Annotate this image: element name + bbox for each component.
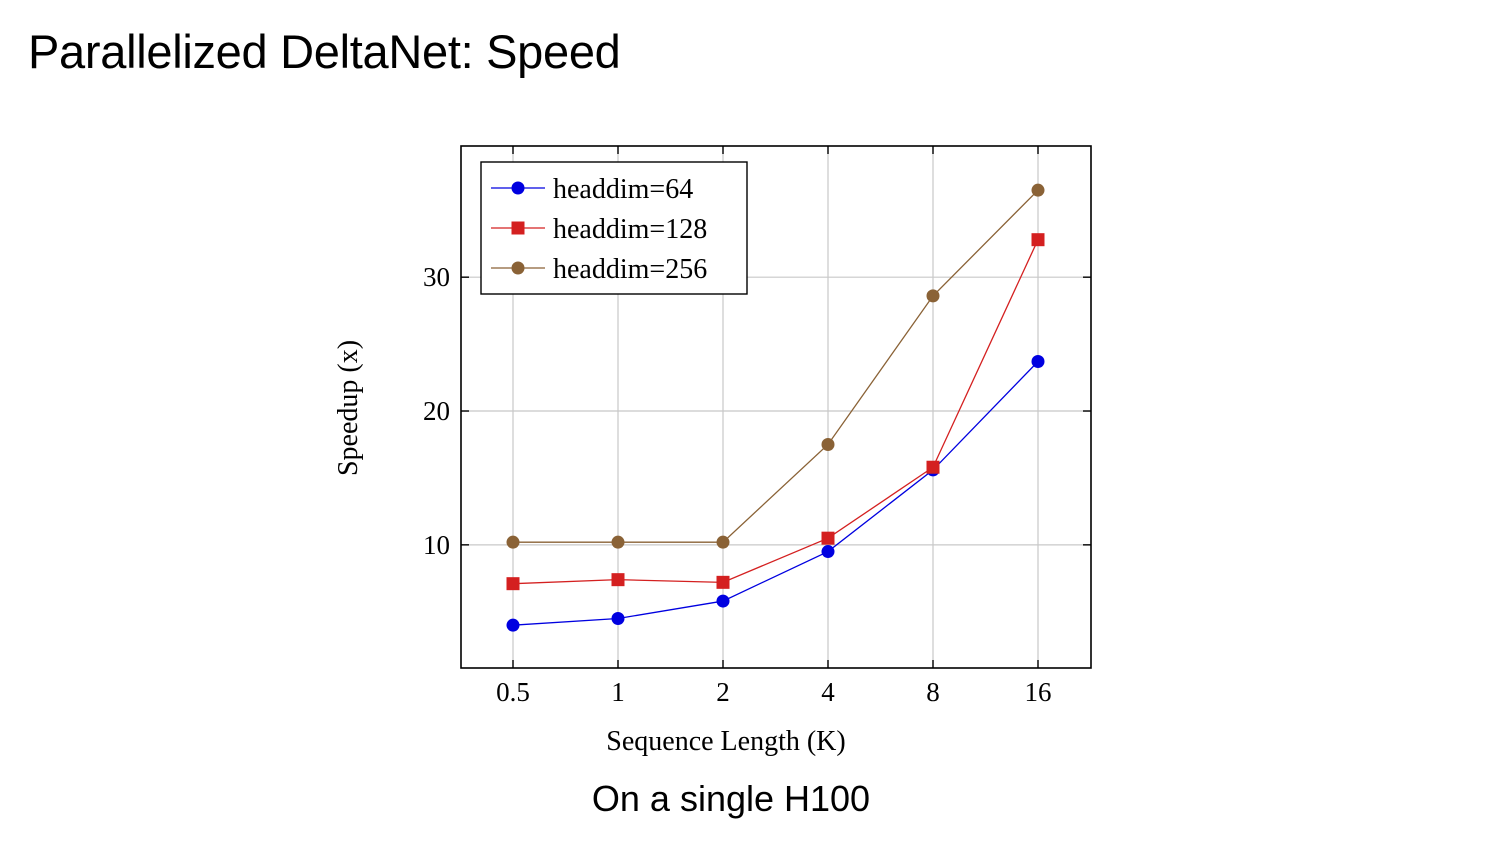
legend-label: headdim=256 — [553, 254, 707, 285]
data-point — [821, 531, 835, 545]
x-tick-label: 1 — [611, 677, 625, 707]
y-tick-label: 30 — [423, 262, 450, 292]
axis-ticks: 0.5 1 2 4 8 16 10 20 30 — [423, 146, 1091, 707]
series-line — [512, 239, 1039, 585]
legend-marker — [511, 221, 525, 235]
data-point — [926, 289, 940, 303]
series-2 — [506, 183, 1045, 549]
x-tick-label: 4 — [821, 677, 835, 707]
data-point — [1031, 183, 1045, 197]
slide-title: Parallelized DeltaNet: Speed — [28, 25, 621, 78]
data-point — [506, 535, 520, 549]
plot-frame — [460, 145, 1092, 669]
legend-marker — [511, 181, 525, 195]
data-point — [611, 535, 625, 549]
data-point — [611, 611, 625, 625]
x-tick-label: 16 — [1025, 677, 1052, 707]
y-tick-label: 10 — [423, 530, 450, 560]
legend-marker — [511, 261, 525, 275]
x-tick-label: 2 — [716, 677, 730, 707]
data-point — [716, 535, 730, 549]
data-point — [1031, 354, 1045, 368]
data-point — [716, 575, 730, 589]
data-point — [716, 594, 730, 608]
legend: headdim=64 headdim=128 headdim=256 — [480, 161, 748, 295]
x-tick-label: 0.5 — [496, 677, 530, 707]
x-axis-label: Sequence Length (K) — [606, 726, 845, 757]
legend-label: headdim=64 — [553, 174, 693, 205]
legend-label: headdim=128 — [553, 214, 707, 245]
series-line — [512, 361, 1039, 626]
data-point — [821, 437, 835, 451]
data-series — [506, 183, 1045, 632]
x-tick-label: 8 — [926, 677, 940, 707]
data-point — [1031, 233, 1045, 247]
data-point — [821, 545, 835, 559]
y-axis-label: Speedup (x) — [333, 340, 364, 476]
series-1 — [506, 233, 1045, 591]
data-point — [506, 577, 520, 591]
data-point — [611, 573, 625, 587]
slide-caption: On a single H100 — [591, 778, 871, 819]
y-tick-label: 20 — [423, 396, 450, 426]
data-point — [926, 460, 940, 474]
series-line — [513, 189, 1039, 543]
data-point — [506, 618, 520, 632]
